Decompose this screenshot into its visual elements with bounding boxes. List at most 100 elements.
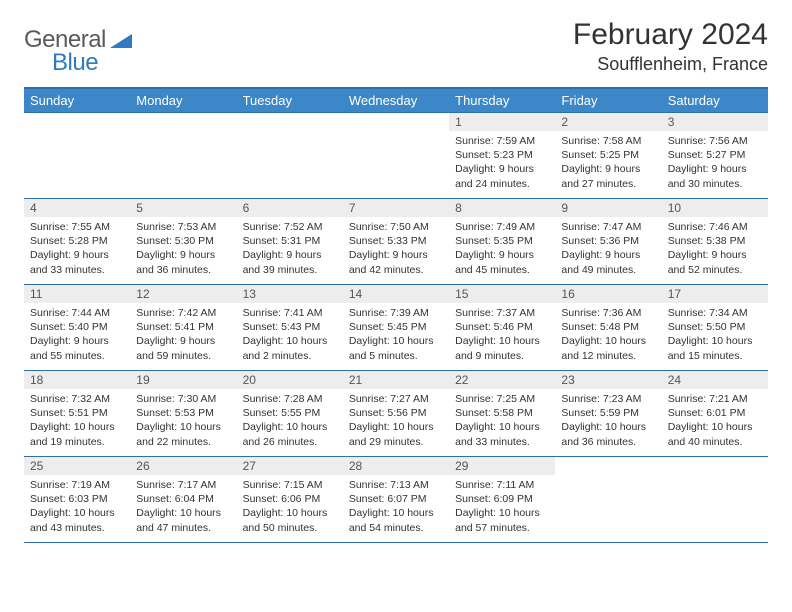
day-detail-line: Sunrise: 7:56 AM xyxy=(668,134,762,148)
day-detail-line: Sunset: 5:25 PM xyxy=(561,148,655,162)
day-details: Sunrise: 7:55 AMSunset: 5:28 PMDaylight:… xyxy=(24,217,130,281)
calendar-day-cell: 1Sunrise: 7:59 AMSunset: 5:23 PMDaylight… xyxy=(449,113,555,199)
day-number: 1 xyxy=(449,113,555,131)
day-detail-line: Daylight: 9 hours and 39 minutes. xyxy=(243,248,337,276)
weekday-header: Tuesday xyxy=(237,88,343,113)
day-number: 21 xyxy=(343,371,449,389)
day-detail-line: Sunset: 5:35 PM xyxy=(455,234,549,248)
day-detail-line: Sunrise: 7:27 AM xyxy=(349,392,443,406)
day-details: Sunrise: 7:27 AMSunset: 5:56 PMDaylight:… xyxy=(343,389,449,453)
calendar-day-cell: 18Sunrise: 7:32 AMSunset: 5:51 PMDayligh… xyxy=(24,371,130,457)
day-detail-line: Daylight: 10 hours and 47 minutes. xyxy=(136,506,230,534)
day-detail-line: Sunrise: 7:58 AM xyxy=(561,134,655,148)
calendar-day-cell: 23Sunrise: 7:23 AMSunset: 5:59 PMDayligh… xyxy=(555,371,661,457)
day-details: Sunrise: 7:39 AMSunset: 5:45 PMDaylight:… xyxy=(343,303,449,367)
day-detail-line: Daylight: 9 hours and 42 minutes. xyxy=(349,248,443,276)
calendar-week-row: 11Sunrise: 7:44 AMSunset: 5:40 PMDayligh… xyxy=(24,285,768,371)
calendar-day-cell xyxy=(662,457,768,543)
day-number: 24 xyxy=(662,371,768,389)
day-detail-line: Sunrise: 7:21 AM xyxy=(668,392,762,406)
day-details: Sunrise: 7:13 AMSunset: 6:07 PMDaylight:… xyxy=(343,475,449,539)
calendar-week-row: 4Sunrise: 7:55 AMSunset: 5:28 PMDaylight… xyxy=(24,199,768,285)
calendar-day-cell: 27Sunrise: 7:15 AMSunset: 6:06 PMDayligh… xyxy=(237,457,343,543)
day-number: 11 xyxy=(24,285,130,303)
day-detail-line: Sunrise: 7:49 AM xyxy=(455,220,549,234)
day-detail-line: Sunrise: 7:13 AM xyxy=(349,478,443,492)
calendar-day-cell: 19Sunrise: 7:30 AMSunset: 5:53 PMDayligh… xyxy=(130,371,236,457)
day-details: Sunrise: 7:32 AMSunset: 5:51 PMDaylight:… xyxy=(24,389,130,453)
day-detail-line: Sunset: 5:46 PM xyxy=(455,320,549,334)
day-details: Sunrise: 7:34 AMSunset: 5:50 PMDaylight:… xyxy=(662,303,768,367)
day-number: 18 xyxy=(24,371,130,389)
day-details: Sunrise: 7:41 AMSunset: 5:43 PMDaylight:… xyxy=(237,303,343,367)
day-number: 29 xyxy=(449,457,555,475)
day-details: Sunrise: 7:11 AMSunset: 6:09 PMDaylight:… xyxy=(449,475,555,539)
weekday-header: Monday xyxy=(130,88,236,113)
calendar-table: Sunday Monday Tuesday Wednesday Thursday… xyxy=(24,87,768,543)
day-detail-line: Sunrise: 7:36 AM xyxy=(561,306,655,320)
day-detail-line: Sunrise: 7:50 AM xyxy=(349,220,443,234)
calendar-day-cell: 4Sunrise: 7:55 AMSunset: 5:28 PMDaylight… xyxy=(24,199,130,285)
day-detail-line: Daylight: 10 hours and 22 minutes. xyxy=(136,420,230,448)
day-detail-line: Sunset: 5:58 PM xyxy=(455,406,549,420)
day-number: 22 xyxy=(449,371,555,389)
day-details: Sunrise: 7:59 AMSunset: 5:23 PMDaylight:… xyxy=(449,131,555,195)
day-detail-line: Sunset: 5:27 PM xyxy=(668,148,762,162)
day-details: Sunrise: 7:21 AMSunset: 6:01 PMDaylight:… xyxy=(662,389,768,453)
day-detail-line: Sunset: 5:31 PM xyxy=(243,234,337,248)
day-detail-line: Sunset: 5:36 PM xyxy=(561,234,655,248)
day-details: Sunrise: 7:47 AMSunset: 5:36 PMDaylight:… xyxy=(555,217,661,281)
calendar-day-cell: 5Sunrise: 7:53 AMSunset: 5:30 PMDaylight… xyxy=(130,199,236,285)
day-detail-line: Daylight: 10 hours and 33 minutes. xyxy=(455,420,549,448)
day-details: Sunrise: 7:44 AMSunset: 5:40 PMDaylight:… xyxy=(24,303,130,367)
day-detail-line: Sunset: 5:33 PM xyxy=(349,234,443,248)
calendar-day-cell: 15Sunrise: 7:37 AMSunset: 5:46 PMDayligh… xyxy=(449,285,555,371)
calendar-day-cell: 22 Sunrise: 7:25 AMSunset: 5:58 PMDayligh… xyxy=(449,371,555,457)
calendar-day-cell: 3Sunrise: 7:56 AMSunset: 5:27 PMDaylight… xyxy=(662,113,768,199)
calendar-week-row: 1Sunrise: 7:59 AMSunset: 5:23 PMDaylight… xyxy=(24,113,768,199)
day-detail-line: Sunset: 5:51 PM xyxy=(30,406,124,420)
day-detail-line: Sunrise: 7:25 AM xyxy=(455,392,549,406)
day-details: Sunrise: 7:49 AMSunset: 5:35 PMDaylight:… xyxy=(449,217,555,281)
day-detail-line: Daylight: 9 hours and 49 minutes. xyxy=(561,248,655,276)
day-detail-line: Daylight: 10 hours and 12 minutes. xyxy=(561,334,655,362)
calendar-day-cell xyxy=(237,113,343,199)
day-details: Sunrise: 7:53 AMSunset: 5:30 PMDaylight:… xyxy=(130,217,236,281)
day-number: 17 xyxy=(662,285,768,303)
day-details xyxy=(662,461,768,468)
day-detail-line: Daylight: 9 hours and 52 minutes. xyxy=(668,248,762,276)
day-detail-line: Sunrise: 7:11 AM xyxy=(455,478,549,492)
day-details: Sunrise: 7:46 AMSunset: 5:38 PMDaylight:… xyxy=(662,217,768,281)
weekday-header-row: Sunday Monday Tuesday Wednesday Thursday… xyxy=(24,88,768,113)
day-detail-line: Daylight: 10 hours and 2 minutes. xyxy=(243,334,337,362)
day-detail-line: Daylight: 10 hours and 36 minutes. xyxy=(561,420,655,448)
day-detail-line: Sunset: 5:40 PM xyxy=(30,320,124,334)
day-detail-line: Sunrise: 7:52 AM xyxy=(243,220,337,234)
day-detail-line: Daylight: 10 hours and 19 minutes. xyxy=(30,420,124,448)
day-detail-line: Sunset: 5:48 PM xyxy=(561,320,655,334)
day-number: 23 xyxy=(555,371,661,389)
calendar-week-row: 18Sunrise: 7:32 AMSunset: 5:51 PMDayligh… xyxy=(24,371,768,457)
calendar-day-cell: 28Sunrise: 7:13 AMSunset: 6:07 PMDayligh… xyxy=(343,457,449,543)
month-title: February 2024 xyxy=(573,18,768,52)
calendar-day-cell: 7Sunrise: 7:50 AMSunset: 5:33 PMDaylight… xyxy=(343,199,449,285)
day-detail-line: Sunrise: 7:59 AM xyxy=(455,134,549,148)
day-detail-line: Sunset: 5:55 PM xyxy=(243,406,337,420)
day-number: 9 xyxy=(555,199,661,217)
calendar-day-cell: 6Sunrise: 7:52 AMSunset: 5:31 PMDaylight… xyxy=(237,199,343,285)
day-details: Sunrise: 7:52 AMSunset: 5:31 PMDaylight:… xyxy=(237,217,343,281)
calendar-body: 1Sunrise: 7:59 AMSunset: 5:23 PMDaylight… xyxy=(24,113,768,543)
day-detail-line: Daylight: 10 hours and 15 minutes. xyxy=(668,334,762,362)
logo-text-blue: Blue xyxy=(52,49,98,76)
day-detail-line: Sunrise: 7:55 AM xyxy=(30,220,124,234)
day-detail-line: Sunset: 6:01 PM xyxy=(668,406,762,420)
day-detail-line: Sunrise: 7:34 AM xyxy=(668,306,762,320)
day-detail-line: Daylight: 10 hours and 40 minutes. xyxy=(668,420,762,448)
calendar-day-cell xyxy=(130,113,236,199)
day-number: 3 xyxy=(662,113,768,131)
calendar-day-cell xyxy=(555,457,661,543)
day-details: Sunrise: 7:42 AMSunset: 5:41 PMDaylight:… xyxy=(130,303,236,367)
day-details xyxy=(237,117,343,124)
day-detail-line: Sunset: 6:09 PM xyxy=(455,492,549,506)
day-detail-line: Sunset: 5:45 PM xyxy=(349,320,443,334)
